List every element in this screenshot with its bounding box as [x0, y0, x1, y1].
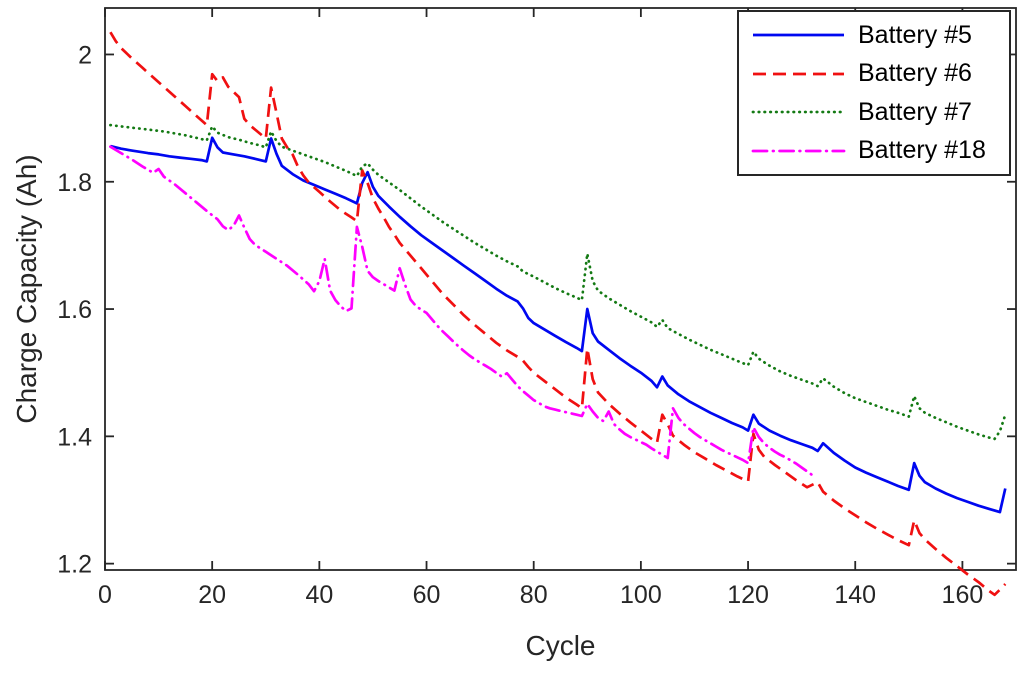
legend-line-sample-battery-6 — [753, 72, 844, 76]
plot-box — [104, 7, 1017, 571]
series-line-battery-6 — [109, 31, 1007, 597]
legend-label-battery-6: Battery #6 — [858, 59, 972, 88]
x-tick-label: 100 — [620, 581, 662, 609]
y-tick-label: 1.2 — [57, 551, 92, 579]
y-tick-label: 1.4 — [57, 423, 92, 451]
x-tick-label: 120 — [727, 581, 769, 609]
legend-line-sample-battery-7 — [751, 110, 846, 114]
legend-label-battery-7: Battery #7 — [858, 97, 972, 126]
legend-line-sample-battery-18 — [751, 149, 846, 153]
x-axis-title: Cycle — [525, 630, 596, 661]
legend: Battery #5 Battery #6 Battery #7 Battery… — [737, 10, 1011, 176]
legend-item-battery-18: Battery #18 — [751, 136, 1005, 165]
x-tick-label: 40 — [305, 581, 333, 609]
x-tick-label: 20 — [198, 581, 226, 609]
legend-item-battery-7: Battery #7 — [751, 98, 1005, 127]
legend-label-battery-18: Battery #18 — [858, 136, 986, 165]
legend-item-battery-5: Battery #5 — [751, 21, 1005, 50]
series-line-battery-5 — [110, 136, 1007, 514]
x-tick-label: 140 — [834, 581, 876, 609]
x-tick-label: 60 — [413, 581, 441, 609]
x-tick-label: 160 — [942, 581, 984, 609]
legend-item-battery-6: Battery #6 — [751, 59, 1005, 88]
legend-label-battery-5: Battery #5 — [858, 20, 972, 49]
series-line-battery-18 — [109, 145, 814, 477]
x-tick-label: 0 — [98, 581, 112, 609]
y-axis-title: Charge Capacity (Ah) — [11, 154, 42, 424]
y-tick-label: 1.6 — [57, 296, 92, 324]
legend-line-sample-battery-5 — [753, 33, 844, 37]
y-tick-label: 1.8 — [57, 169, 92, 197]
y-tick-label: 2 — [78, 41, 92, 69]
x-tick-label: 80 — [520, 581, 548, 609]
